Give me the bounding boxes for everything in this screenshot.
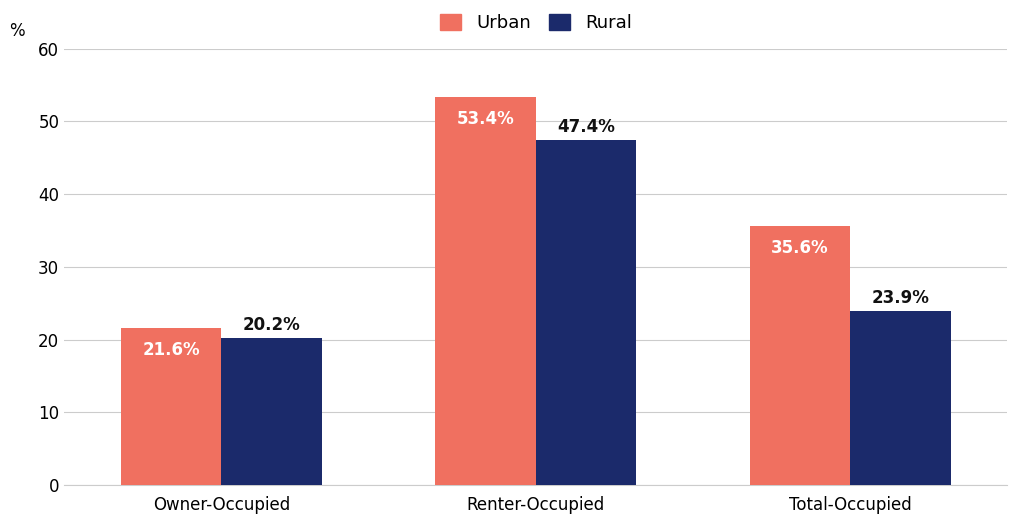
Text: 35.6%: 35.6%: [771, 239, 828, 257]
Bar: [221, 338, 322, 485]
Text: 23.9%: 23.9%: [871, 289, 930, 307]
Bar: [750, 226, 850, 485]
Bar: [536, 140, 636, 485]
Bar: [850, 311, 950, 485]
Bar: [121, 328, 221, 485]
Text: 20.2%: 20.2%: [243, 316, 300, 334]
Y-axis label: %: %: [9, 22, 25, 40]
Text: 53.4%: 53.4%: [457, 110, 514, 127]
Text: 47.4%: 47.4%: [557, 118, 615, 136]
Text: 21.6%: 21.6%: [142, 341, 200, 359]
Legend: Urban, Rural: Urban, Rural: [439, 14, 632, 32]
Bar: [435, 97, 536, 485]
